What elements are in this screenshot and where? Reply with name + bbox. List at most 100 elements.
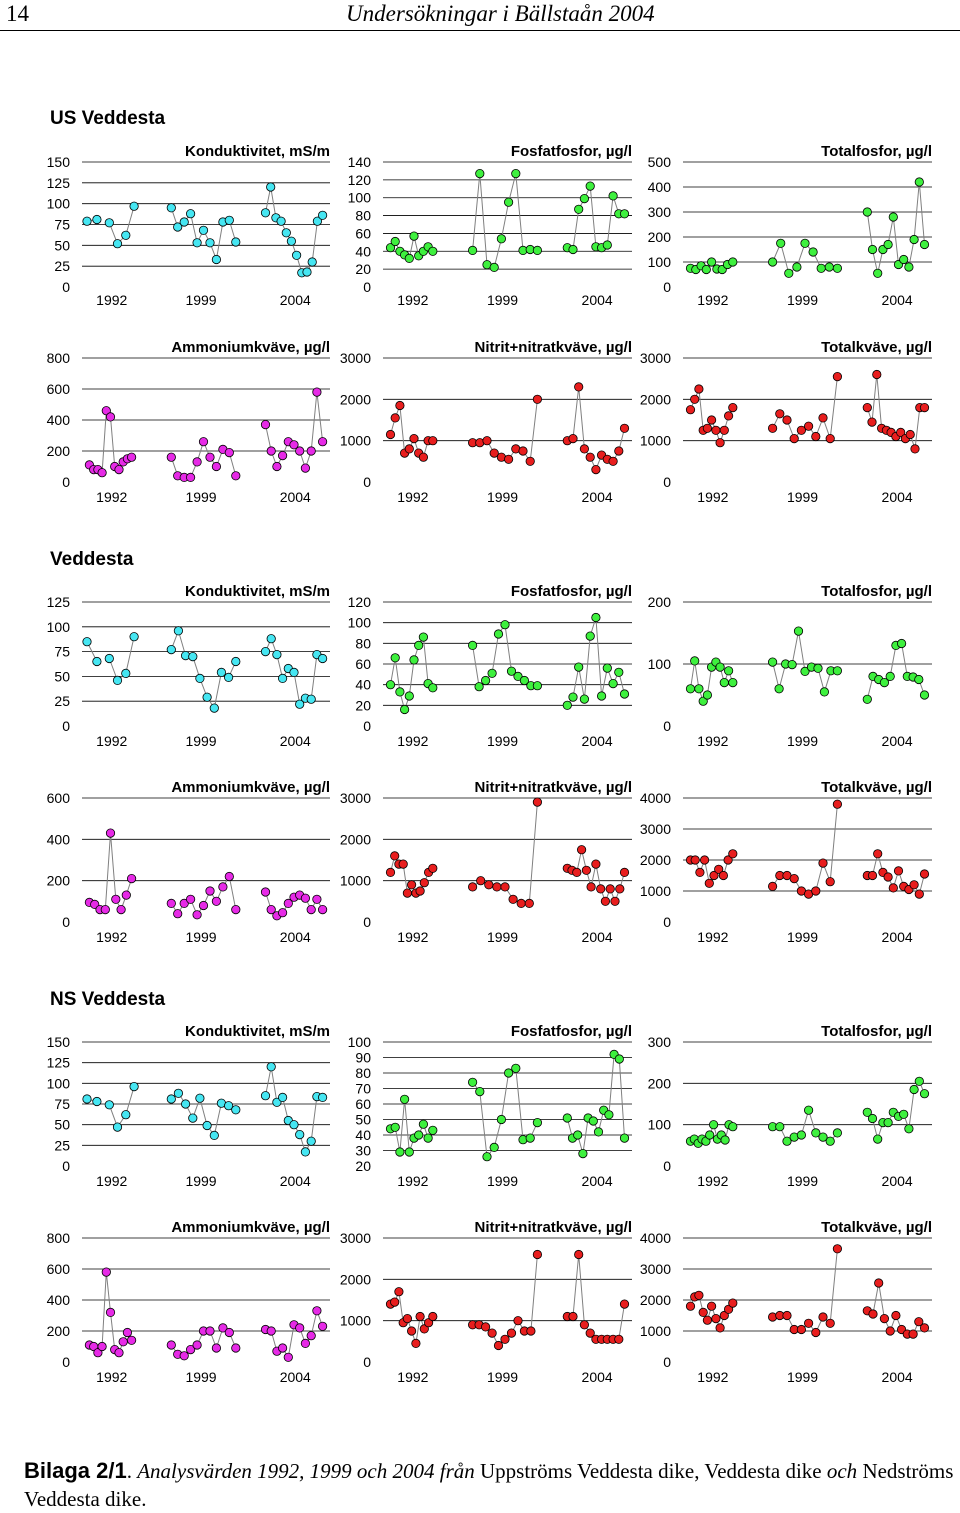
data-point (423, 1133, 433, 1143)
data-point (192, 238, 202, 248)
data-point (867, 244, 878, 255)
y-tick-label: 400 (648, 179, 672, 195)
data-point (105, 412, 116, 422)
y-tick-label: 0 (363, 474, 371, 490)
x-tick-label: 1992 (697, 929, 728, 945)
data-point (100, 904, 110, 915)
data-point (503, 197, 514, 207)
data-point (728, 677, 738, 688)
series-line (566, 617, 625, 706)
data-point (818, 1312, 828, 1322)
data-point (406, 1326, 417, 1336)
data-point (825, 433, 835, 444)
data-point (506, 666, 517, 676)
data-point (868, 1309, 878, 1319)
data-point (390, 653, 400, 663)
data-point (883, 239, 893, 250)
data-point (295, 1130, 305, 1140)
data-point (312, 387, 322, 397)
data-point (306, 694, 316, 704)
chart-grid: Konduktivitet, mS/m 150 125 100 75 50 25 0 1992 1… (47, 143, 932, 1385)
data-point (803, 1318, 814, 1328)
data-point (192, 910, 202, 920)
x-tick-label: 2004 (882, 733, 913, 749)
chart-vd-kond: Konduktivitet, mS/m 125 100 75 50 25 0 1992 1999… (47, 583, 330, 749)
chart-title: Konduktivitet, mS/m (185, 1023, 330, 1040)
data-point (784, 268, 794, 278)
data-point (919, 1089, 930, 1099)
y-tick-label: 70 (355, 1081, 371, 1097)
y-tick-label: 400 (47, 831, 71, 847)
data-point (782, 1136, 792, 1146)
y-tick-label: 400 (47, 412, 71, 428)
chart-ns-amm: Ammoniumkväve, µg/l 800 600 400 200 0 1992 1999… (47, 1219, 330, 1385)
data-point (211, 1343, 221, 1353)
y-tick-label: 800 (47, 1230, 71, 1246)
y-tick-label: 3000 (640, 1261, 671, 1277)
y-tick-label: 20 (355, 697, 371, 713)
data-point (295, 699, 305, 709)
y-tick-label: 100 (348, 190, 372, 206)
x-tick-label: 1992 (697, 1369, 728, 1385)
section-title-veddesta: Veddesta (50, 549, 134, 570)
data-point (205, 238, 215, 248)
y-tick-label: 50 (54, 237, 70, 253)
data-point (619, 1299, 630, 1309)
data-point (586, 882, 596, 892)
caption-t4: , (694, 1459, 705, 1483)
data-point (705, 1130, 715, 1140)
data-point (825, 877, 835, 887)
data-point (709, 870, 719, 881)
data-point (685, 684, 696, 694)
x-tick-label: 1999 (787, 292, 818, 308)
y-tick-label: 125 (47, 1055, 71, 1071)
x-tick-label: 2004 (582, 1369, 613, 1385)
data-point (192, 1340, 202, 1350)
data-point (615, 884, 625, 894)
data-point (585, 1328, 595, 1338)
data-point (500, 1334, 510, 1344)
data-point (186, 209, 196, 219)
data-point (513, 1316, 523, 1326)
chart-us-kond: Konduktivitet, mS/m 150 125 100 75 50 25 0 1992 1… (47, 143, 330, 308)
data-point (129, 201, 139, 211)
data-point (694, 1290, 704, 1300)
x-tick-label: 1992 (96, 292, 127, 308)
data-point (695, 867, 705, 878)
data-point (260, 208, 271, 218)
data-point (266, 1062, 276, 1072)
data-point (216, 667, 226, 678)
data-point (385, 429, 396, 440)
data-point (591, 612, 601, 623)
data-point (600, 896, 611, 906)
y-tick-label: 0 (663, 1158, 671, 1174)
data-point (312, 1306, 322, 1316)
data-point (198, 225, 209, 235)
data-point (166, 1340, 176, 1350)
data-point (532, 797, 543, 807)
chart-title: Konduktivitet, mS/m (185, 583, 330, 600)
data-point (568, 433, 578, 444)
data-point (467, 1077, 478, 1087)
data-point (289, 1120, 299, 1130)
data-point (489, 262, 499, 272)
y-tick-label: 100 (648, 656, 672, 672)
data-point (104, 218, 114, 228)
data-point (789, 873, 799, 884)
data-point (832, 1128, 843, 1138)
data-point (116, 904, 126, 915)
data-point (619, 209, 630, 219)
data-point (399, 704, 410, 715)
y-tick-label: 150 (47, 154, 71, 170)
series-line (265, 186, 323, 274)
data-point (516, 898, 526, 909)
data-point (596, 884, 606, 894)
data-point (685, 1301, 696, 1311)
data-point (409, 655, 419, 665)
data-point (704, 878, 714, 888)
data-point (715, 1323, 725, 1333)
data-point (409, 231, 419, 241)
x-tick-label: 1992 (397, 489, 428, 505)
series-line (108, 206, 135, 245)
data-point (699, 855, 710, 865)
